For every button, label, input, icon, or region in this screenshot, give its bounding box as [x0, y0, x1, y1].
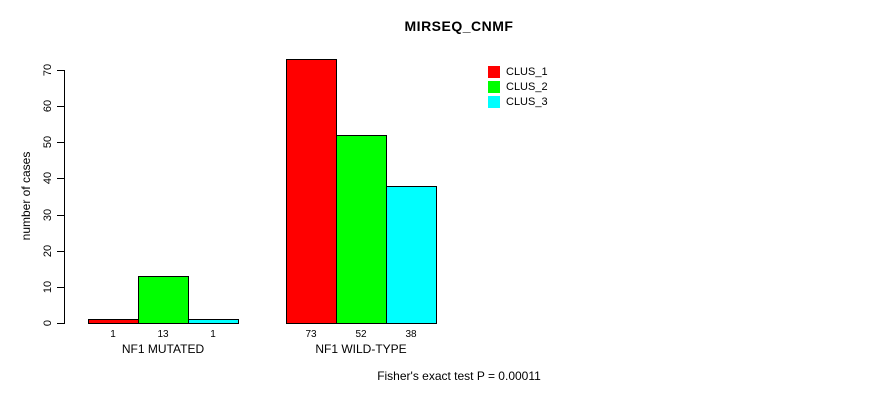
y-tick-label: 70: [42, 63, 54, 77]
bar-value-label: 13: [157, 329, 169, 340]
y-tick-mark: [57, 178, 64, 180]
y-tick-label: 40: [42, 172, 54, 185]
y-tick-mark: [57, 250, 64, 252]
legend-swatch-clus_2: [488, 80, 500, 93]
y-tick-mark: [57, 286, 64, 288]
bar-value-label: 73: [305, 329, 317, 340]
bar-clus_2-2: [336, 135, 387, 324]
bar-clus_2-1: [138, 276, 189, 324]
y-tick-label: 10: [42, 280, 54, 293]
y-tick-mark: [57, 214, 64, 216]
legend-swatch-clus_1: [488, 65, 500, 78]
legend-item-clus_2: CLUS_2: [488, 79, 548, 94]
bar-value-label: 38: [405, 329, 417, 340]
bar-clus_1-1: [88, 319, 139, 324]
y-tick-mark: [57, 142, 64, 144]
y-tick-label: 20: [42, 244, 54, 257]
bar-value-label: 52: [355, 329, 367, 340]
y-tick-mark: [57, 106, 64, 108]
legend-item-clus_1: CLUS_1: [488, 64, 548, 79]
legend-swatch-clus_3: [488, 95, 500, 108]
legend-label: CLUS_3: [506, 95, 548, 108]
legend: CLUS_1 CLUS_2 CLUS_3: [488, 64, 548, 109]
category-label: NF1 WILD-TYPE: [315, 342, 407, 356]
y-tick-label: 50: [42, 136, 54, 149]
y-tick-label: 0: [42, 319, 54, 327]
legend-item-clus_3: CLUS_3: [488, 94, 548, 109]
y-axis-title: number of cases: [19, 151, 33, 241]
bar-clus_3-2: [386, 186, 437, 324]
bar-value-label: 1: [110, 329, 116, 340]
chart-title: MIRSEQ_CNMF: [404, 18, 514, 34]
y-tick-label: 60: [42, 100, 54, 113]
bar-value-label: 1: [210, 329, 216, 340]
y-tick-mark: [57, 323, 64, 324]
y-axis-line: [64, 70, 65, 324]
y-tick-mark: [57, 70, 64, 71]
fisher-test-footnote: Fisher's exact test P = 0.00011: [377, 369, 541, 383]
bar-clus_1-2: [286, 59, 337, 324]
bar-clus_3-1: [188, 319, 239, 324]
legend-label: CLUS_1: [506, 65, 548, 78]
y-tick-label: 30: [42, 208, 54, 221]
legend-label: CLUS_2: [506, 80, 548, 93]
category-label: NF1 MUTATED: [121, 342, 205, 356]
